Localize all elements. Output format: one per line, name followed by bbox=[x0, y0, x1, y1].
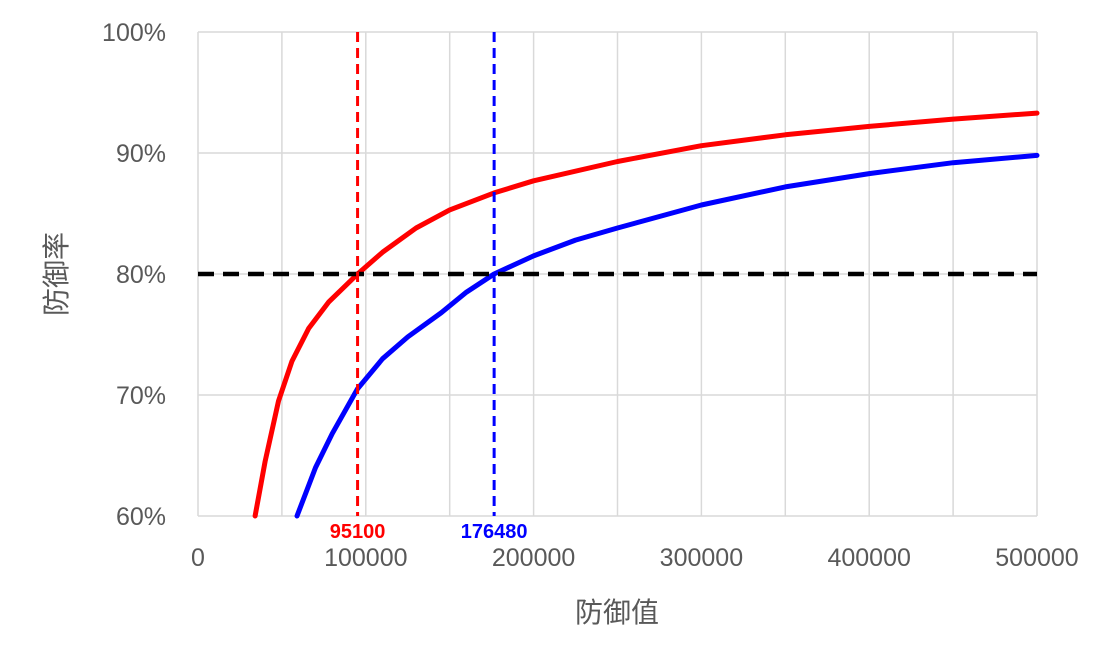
x-axis-title: 防御值 bbox=[575, 596, 659, 629]
x-tick-labels: 0 100000 200000 300000 400000 500000 bbox=[191, 544, 1079, 572]
x-tick-label: 500000 bbox=[995, 544, 1078, 572]
x-tick-label: 0 bbox=[191, 544, 205, 572]
reference-value-label: 95100 bbox=[330, 521, 386, 543]
series-line bbox=[252, 110, 1040, 519]
y-tick-label: 60% bbox=[116, 503, 166, 531]
y-tick-label: 70% bbox=[116, 382, 166, 410]
y-tick-labels: 60% 70% 80% 90% 100% bbox=[102, 19, 166, 531]
reference-lines: 95100 176480 bbox=[198, 32, 1037, 543]
y-tick-label: 80% bbox=[116, 261, 166, 289]
y-axis-title: 防御率 bbox=[40, 232, 73, 316]
x-tick-label: 100000 bbox=[324, 544, 407, 572]
x-tick-label: 200000 bbox=[492, 544, 575, 572]
reference-value-label: 176480 bbox=[461, 521, 528, 543]
x-tick-label: 400000 bbox=[827, 544, 910, 572]
y-tick-label: 100% bbox=[102, 19, 166, 47]
series bbox=[252, 110, 1040, 519]
y-tick-label: 90% bbox=[116, 140, 166, 168]
series-line bbox=[294, 152, 1040, 519]
x-tick-label: 300000 bbox=[660, 544, 743, 572]
